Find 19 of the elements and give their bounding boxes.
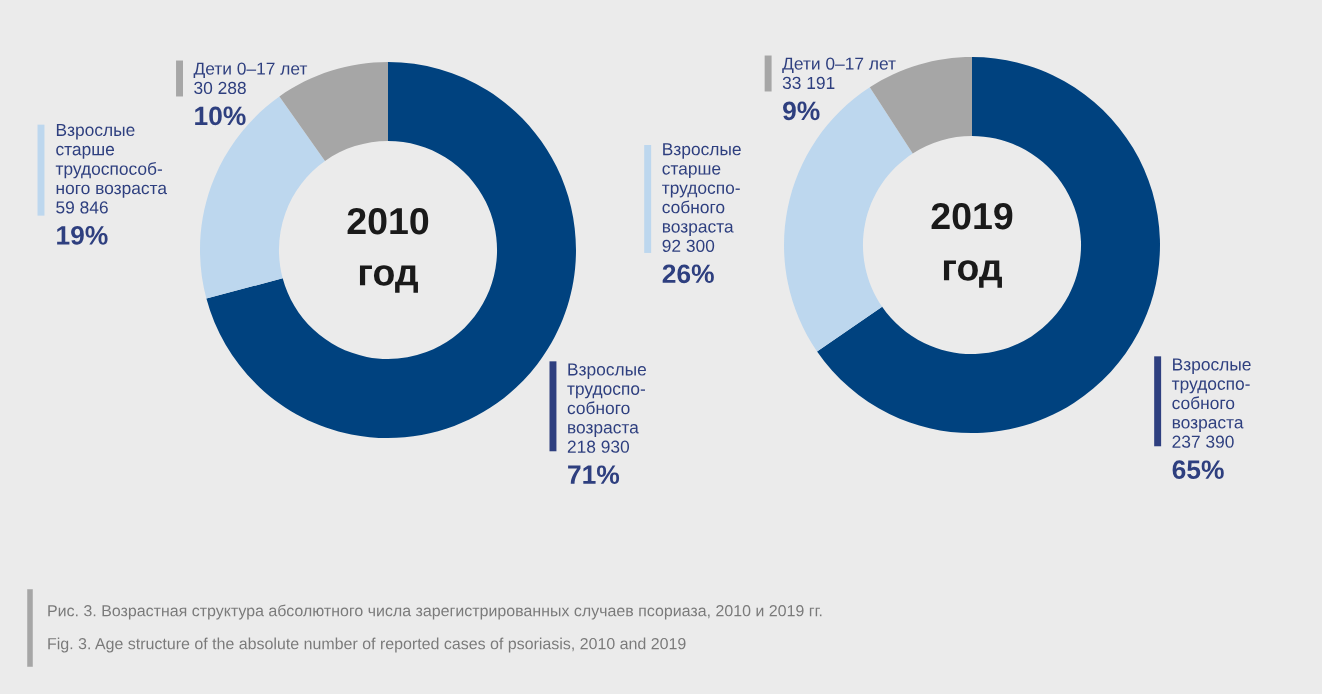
text: Рис. 3. Возрастная структура абсолютного числа зарегистрированных случаев псориаза, 2010 и 2019 гг. <box>48 604 822 620</box>
data-label: 59 846 19% <box>56 201 108 245</box>
data-label: 218 930 71% <box>567 440 630 484</box>
text: 2019 год <box>931 202 1013 288</box>
data-label: 33 191 9% <box>782 76 835 121</box>
donut-slice <box>279 62 388 161</box>
donut-slice <box>784 87 913 352</box>
data-label: 92 300 26% <box>662 239 715 284</box>
slice-label: Взрослые старше трудоспособ- ного возраста <box>55 123 167 198</box>
data-label: 30 288 10% <box>194 81 246 126</box>
data-label: 237 390 65% <box>1172 435 1234 480</box>
slice-label: Взрослые трудоспо- собного возраста <box>567 363 646 437</box>
legend-label: Дети 0–17 лет <box>782 57 896 74</box>
slice-label: Взрослые старше трудоспо- собного возраста <box>662 143 741 237</box>
slice-label: Взрослые трудоспо- собного возраста <box>1171 358 1251 432</box>
caption: Fig. 3. Age structure of the absolute number of reported cases of psoriasis, 2010 and 2019 <box>48 637 686 653</box>
donut-slice <box>869 57 972 154</box>
legend-label: Дети 0–17 лет <box>193 62 308 79</box>
text: 2010 год <box>347 207 429 293</box>
